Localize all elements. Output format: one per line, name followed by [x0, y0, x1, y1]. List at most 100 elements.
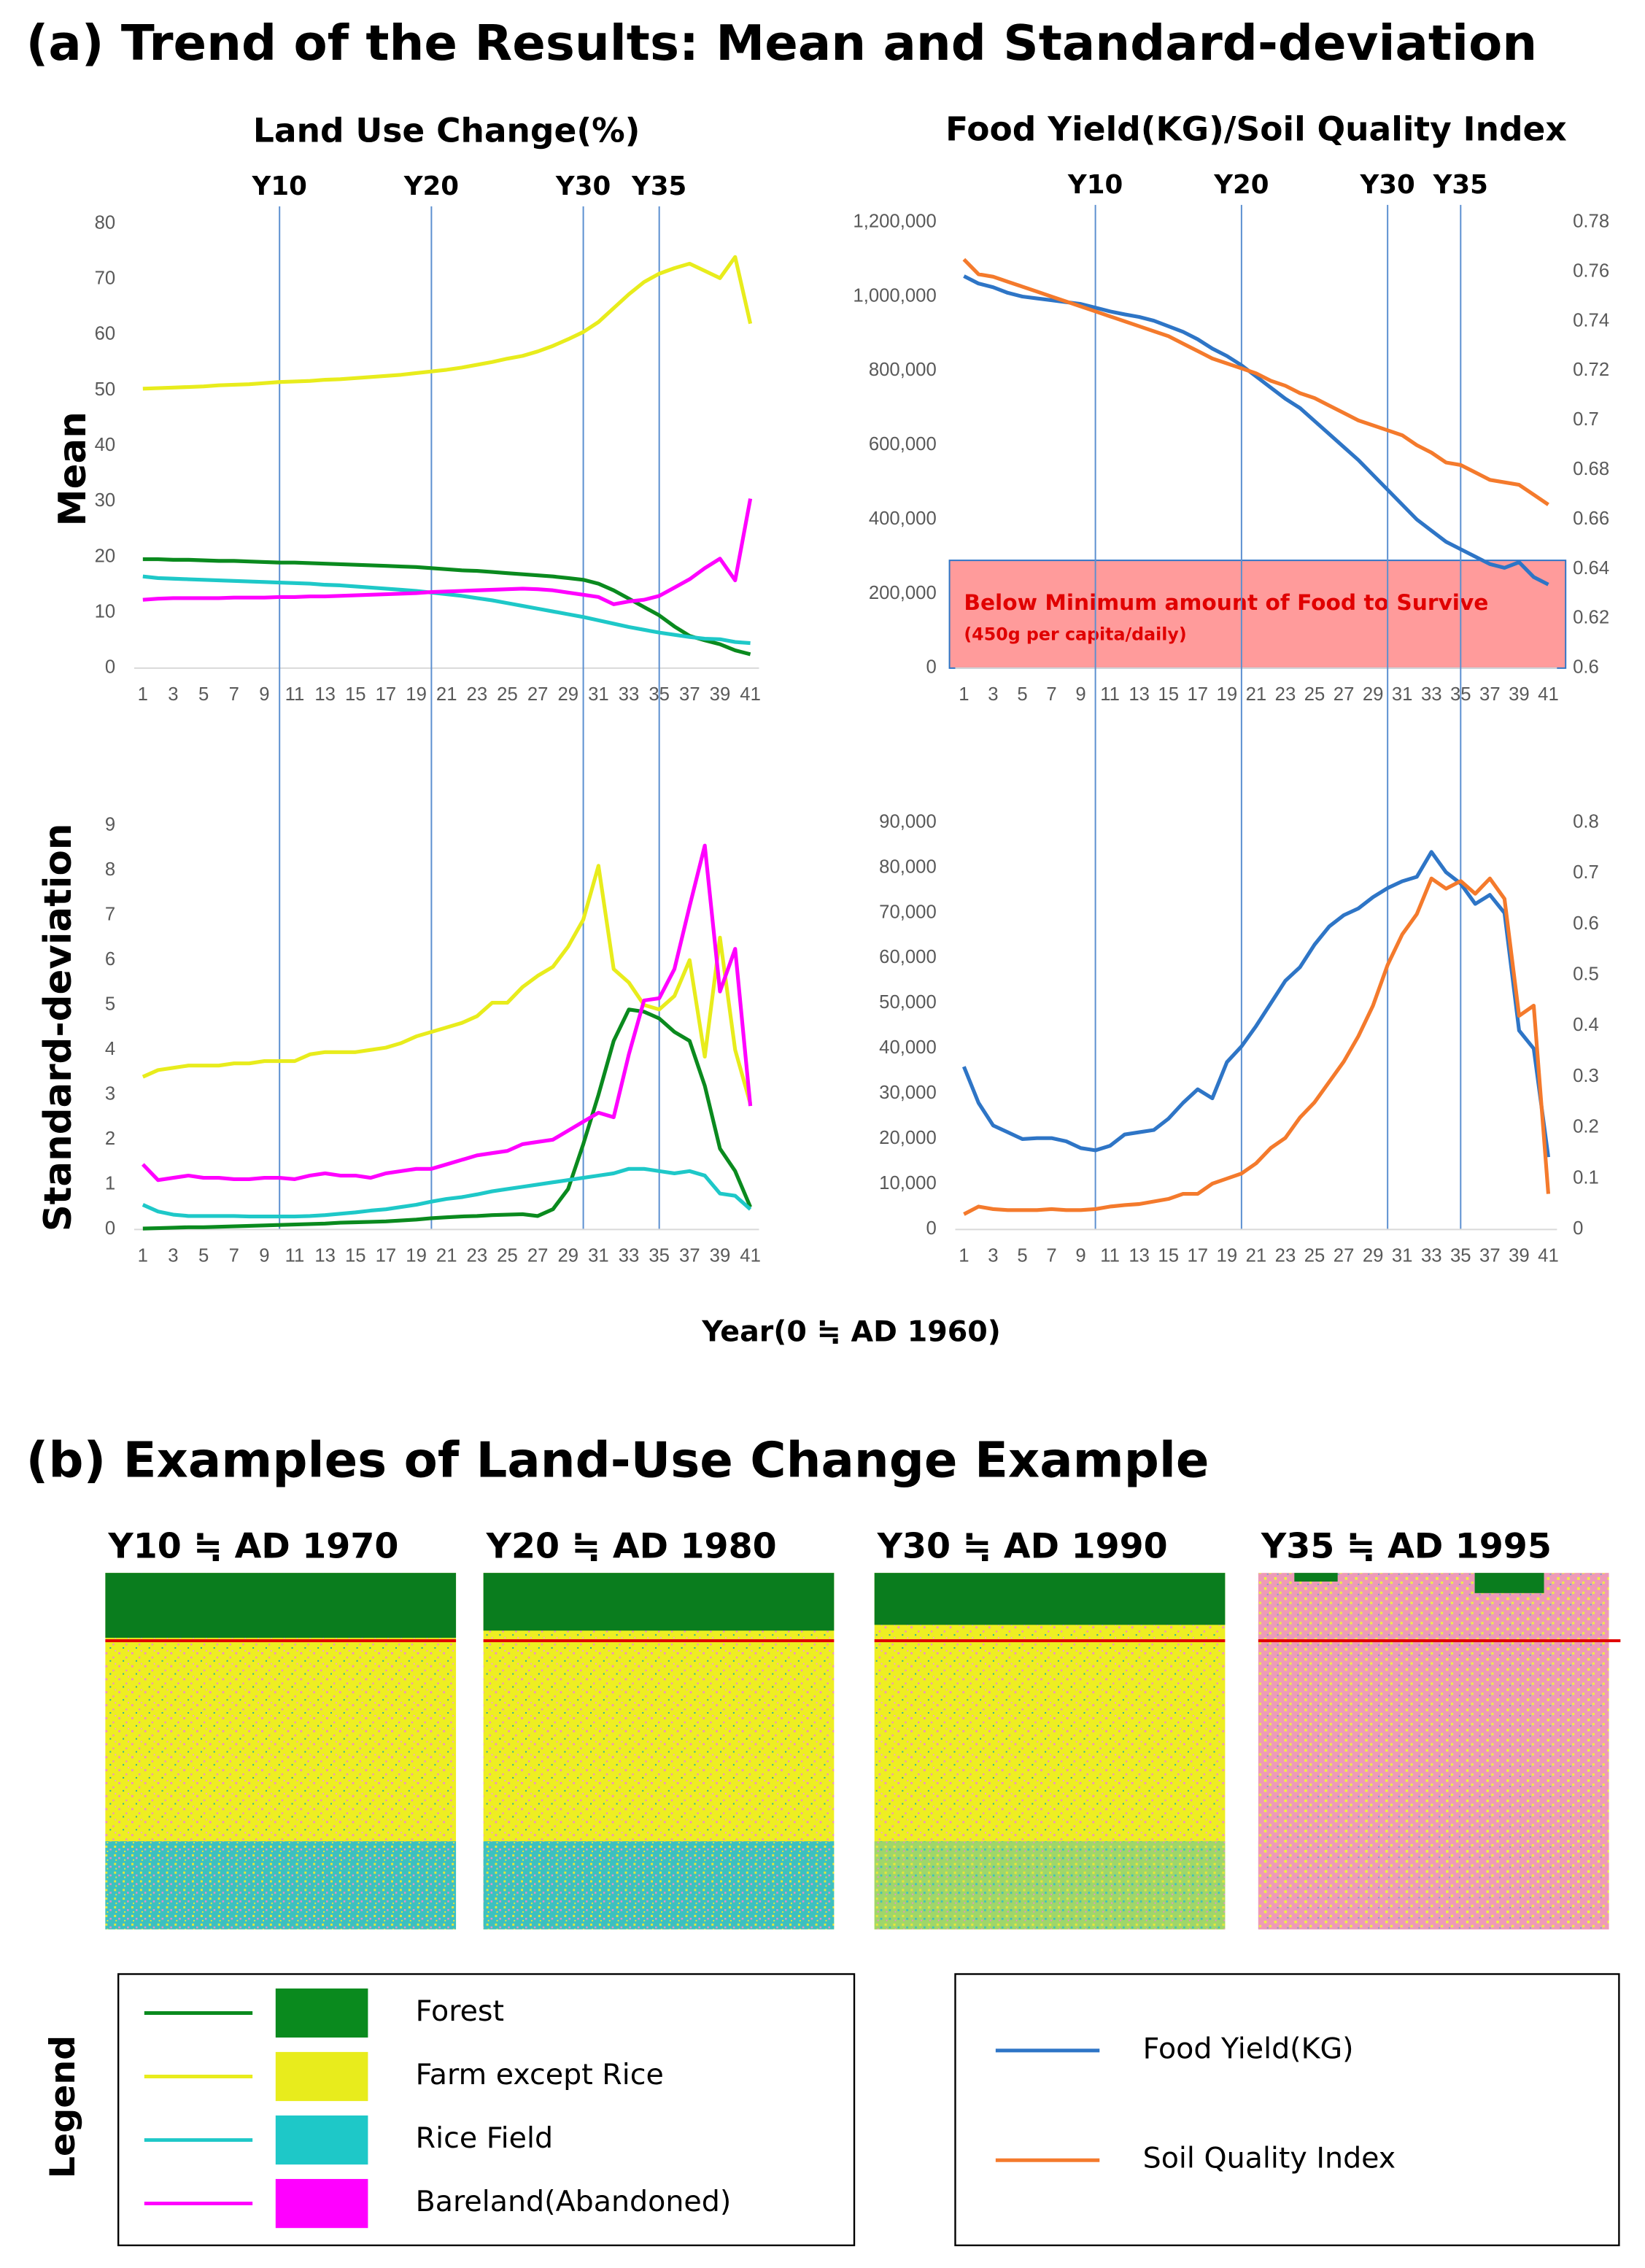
x-tick-label: 29 [1363, 1246, 1384, 1266]
x-tick-label: 7 [1046, 1246, 1056, 1266]
map-label: Y20 ≒ AD 1980 [486, 1527, 777, 1567]
series-line [961, 850, 1551, 1158]
x-tick-label: 15 [345, 684, 366, 705]
series-line [142, 255, 753, 391]
x-tick-label: 13 [314, 1246, 336, 1266]
y-tick-label: 20,000 [879, 1128, 937, 1148]
y2-tick-label: 0.7 [1573, 409, 1599, 430]
y-tick-label: 0 [926, 657, 936, 678]
map-forest-zone [874, 1573, 1226, 1625]
x-tick-label: 11 [285, 1246, 305, 1266]
x-tick-label: 13 [314, 684, 336, 705]
legend-box [117, 1973, 856, 2247]
x-tick-label: 9 [1075, 684, 1085, 705]
map-forest-zone [105, 1573, 457, 1638]
x-tick-label: 1 [138, 684, 148, 705]
series-line [962, 258, 1549, 506]
year-marker-label: Y10 [1067, 170, 1123, 200]
band-label: Below Minimum amount of Food to Survive [964, 589, 1488, 615]
y-tick-label: 90,000 [879, 811, 937, 832]
legend-entry: Soil Quality Index [1143, 2142, 1396, 2175]
x-tick-label: 1 [138, 1246, 148, 1266]
x-axis-label: Year(0 ≒ AD 1960) [701, 1315, 1001, 1348]
y-tick-label: 600,000 [869, 434, 937, 454]
legend-swatch [275, 2178, 368, 2229]
year-marker-label: Y35 [631, 171, 686, 201]
y-tick-label: 30 [95, 490, 116, 511]
x-tick-label: 23 [467, 1246, 488, 1266]
x-tick-label: 39 [710, 684, 731, 705]
x-tick-label: 9 [259, 684, 269, 705]
map-forest-zone [483, 1573, 835, 1631]
map-rice-zone [483, 1841, 835, 1930]
x-tick-label: 23 [467, 684, 488, 705]
x-tick-label: 35 [1450, 1246, 1471, 1266]
x-tick-label: 33 [1421, 684, 1442, 705]
x-tick-label: 17 [1188, 1246, 1209, 1266]
x-tick-label: 31 [588, 684, 609, 705]
y-tick-label: 0 [105, 1218, 115, 1239]
x-tick-label: 25 [1304, 1246, 1325, 1266]
year-marker-label: Y30 [555, 171, 611, 201]
x-tick-label: 27 [1334, 684, 1355, 705]
series-line [142, 864, 753, 1104]
x-tick-label: 33 [619, 684, 640, 705]
threshold-band [948, 560, 1567, 669]
y-tick-label: 1 [105, 1174, 115, 1194]
x-tick-label: 7 [229, 1246, 239, 1266]
y-tick-label: 50 [95, 379, 116, 400]
y-tick-label: 6 [105, 949, 115, 969]
x-tick-label: 31 [1392, 684, 1413, 705]
y2-tick-label: 0.74 [1573, 310, 1609, 330]
y2-tick-label: 0.72 [1573, 360, 1609, 380]
y2-tick-label: 0.6 [1573, 913, 1599, 934]
chart-title: Land Use Change(%) [253, 111, 640, 150]
x-tick-label: 19 [1217, 684, 1238, 705]
map-rice-zone [874, 1841, 1226, 1930]
x-tick-label: 13 [1129, 1246, 1150, 1266]
x-tick-label: 17 [376, 1246, 397, 1266]
x-tick-label: 31 [1392, 1246, 1413, 1266]
y2-tick-label: 0.7 [1573, 862, 1599, 883]
y2-tick-label: 0.3 [1573, 1066, 1599, 1086]
x-tick-label: 11 [1100, 684, 1120, 705]
y-tick-label: 50,000 [879, 992, 937, 1013]
y-tick-label: 800,000 [869, 360, 937, 380]
year-marker-label: Y20 [1213, 170, 1269, 200]
x-tick-label: 21 [1246, 684, 1267, 705]
x-tick-label: 3 [168, 1246, 178, 1266]
x-tick-label: 41 [740, 684, 761, 705]
series-line [142, 1166, 752, 1219]
x-tick-label: 19 [406, 1246, 427, 1266]
x-tick-label: 41 [740, 1246, 761, 1266]
y-tick-label: 10,000 [879, 1173, 937, 1193]
row-label: Standard-deviation [36, 824, 80, 1232]
y2-tick-label: 0.68 [1573, 459, 1609, 479]
y-tick-label: 7 [105, 904, 115, 924]
map-forest-patch [1294, 1573, 1338, 1582]
x-tick-label: 37 [1479, 1246, 1501, 1266]
row-label: Mean [51, 411, 95, 526]
series-line [142, 574, 751, 646]
x-tick-label: 19 [406, 684, 427, 705]
x-tick-label: 21 [436, 684, 457, 705]
x-tick-label: 23 [1275, 1246, 1296, 1266]
x-tick-label: 3 [988, 1246, 998, 1266]
y-tick-label: 5 [105, 994, 115, 1014]
legend-entry: Bareland(Abandoned) [416, 2185, 732, 2218]
y-tick-label: 70 [95, 268, 116, 289]
x-tick-label: 25 [497, 1246, 518, 1266]
year-marker-label: Y20 [403, 171, 459, 201]
series-line [142, 498, 753, 606]
legend-swatch [275, 2115, 368, 2165]
x-tick-label: 27 [1334, 1246, 1355, 1266]
legend-box [954, 1973, 1620, 2247]
x-tick-label: 17 [376, 684, 397, 705]
y-tick-label: 0 [926, 1218, 936, 1239]
x-tick-label: 23 [1275, 684, 1296, 705]
legend-entry: Forest [416, 1994, 504, 2028]
map-rice-zone [105, 1841, 457, 1930]
map-forest-patch [1474, 1573, 1544, 1593]
y-tick-label: 60 [95, 324, 116, 344]
x-tick-label: 11 [1100, 1246, 1120, 1266]
